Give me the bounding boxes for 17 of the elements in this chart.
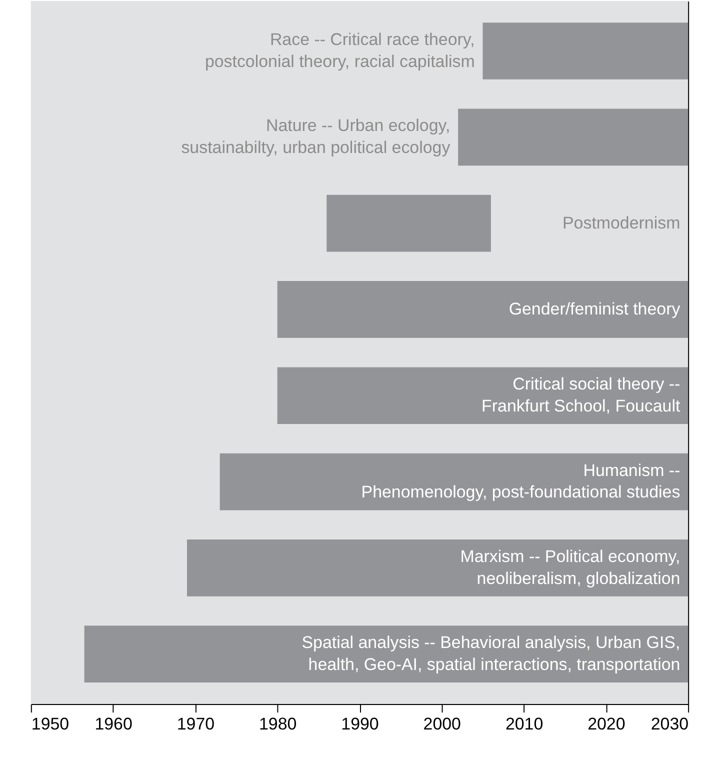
y-tick-label: Spatial analysis -- Behavioral analysis, Urban GIS, health, Geo-AI, spatial interactions, transportation [302, 633, 680, 674]
x-tick-label: 1970 [176, 714, 215, 734]
x-tick-label: 2030 [650, 714, 689, 734]
x-tick-label: 2000 [423, 714, 461, 734]
x-tick-label: 2020 [588, 714, 626, 734]
x-tick-label: 1960 [94, 714, 132, 734]
y-tick-label: Postmodernism [562, 213, 680, 232]
y-tick-label: Nature -- Urban ecology, sustainabilty, urban political ecology [181, 116, 451, 158]
y-tick-label: Marxism -- Political economy, neoliberalism, globalization [460, 546, 680, 588]
y-tick-label: Critical social theory -- Frankfurt School, Foucault [482, 374, 680, 416]
y-tick-label: Race -- Critical race theory, postcolonial theory, racial capitalism [204, 30, 475, 71]
y-tick-label: Humanism -- Phenomenology, post-foundational studies [361, 460, 680, 502]
x-tick-label: 1990 [341, 714, 379, 734]
x-tick-label: 1980 [259, 714, 297, 734]
x-tick-label: 1950 [31, 714, 70, 734]
y-tick-label: Gender/feminist theory [508, 299, 681, 318]
x-tick-label: 2010 [505, 714, 544, 734]
